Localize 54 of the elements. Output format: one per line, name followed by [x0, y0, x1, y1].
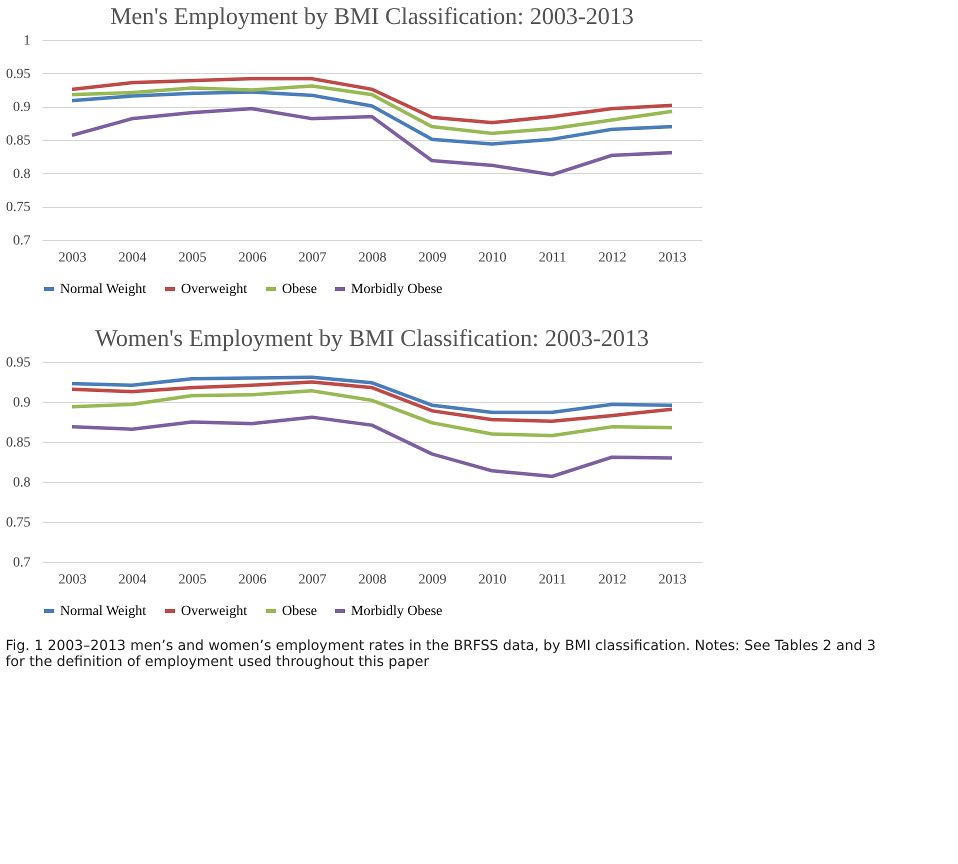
x-tick-label: 2012 — [598, 250, 626, 266]
y-tick-label: 0.8 — [13, 166, 30, 182]
caption: Fig. 1 2003–2013 men’s and women’s employment rates in the BRFSS data, by BMI classification. Notes: See Tables 2 and 3 for the definition of employment used throughout this paper — [6, 638, 876, 670]
y-tick-label: 0.75 — [6, 516, 30, 530]
line-series — [70, 90, 674, 146]
legend-label: Morbidly Obese — [351, 604, 442, 619]
line-series — [70, 106, 674, 176]
y-tick-label: 0.9 — [13, 100, 30, 116]
x-tick-label: 2009 — [418, 572, 446, 588]
y-tick-label: 0.85 — [6, 436, 30, 450]
x-tick-label: 2008 — [358, 250, 386, 266]
legend-label: Normal Weight — [60, 604, 146, 619]
y-tick-label: 0.75 — [6, 200, 30, 216]
chart-title: Women's Employment by BMI Classification: 2003-2013 — [95, 326, 649, 352]
x-tick-label: 2009 — [418, 250, 446, 266]
x-tick-label: 2010 — [478, 250, 506, 266]
x-tick-label: 2013 — [658, 572, 686, 588]
x-tick-label: 2012 — [598, 572, 626, 588]
x-tick-label: 2006 — [238, 572, 266, 588]
x-tick-label: 2004 — [118, 250, 146, 266]
y-tick-label: 1 — [24, 34, 30, 48]
x-tick-label: 2011 — [538, 250, 566, 266]
line-series — [70, 389, 674, 438]
x-tick-label: 2006 — [238, 250, 266, 266]
legend-label: Overweight — [181, 282, 248, 297]
y-tick-label: 0.9 — [13, 396, 30, 410]
x-tick-label: 2003 — [58, 572, 86, 588]
y-tick-label: 0.95 — [6, 66, 30, 82]
legend-label: Obese — [282, 282, 317, 297]
y-tick-label: 0.95 — [6, 356, 30, 370]
y-tick-label: 0.7 — [13, 234, 30, 248]
legend-label: Morbidly Obese — [351, 282, 442, 297]
x-tick-label: 2013 — [658, 250, 686, 266]
x-tick-label: 2005 — [178, 250, 206, 266]
x-tick-label: 2004 — [118, 572, 146, 588]
x-tick-label: 2010 — [478, 572, 506, 588]
x-tick-label: 2008 — [358, 572, 386, 588]
line-series — [70, 415, 674, 478]
y-tick-label: 0.8 — [13, 476, 30, 490]
line-series — [70, 375, 674, 414]
x-tick-label: 2003 — [58, 250, 86, 266]
legend-label: Overweight — [181, 604, 248, 619]
y-tick-label: 0.85 — [6, 134, 30, 148]
x-tick-label: 2011 — [538, 572, 566, 588]
legend-label: Normal Weight — [60, 282, 146, 297]
y-tick-label: 0.7 — [13, 556, 30, 570]
chart-title: Men's Employment by BMI Classification: 2003-2013 — [110, 4, 634, 30]
line-series — [70, 76, 674, 124]
line-series — [70, 380, 674, 423]
x-tick-label: 2005 — [178, 572, 206, 588]
line-series — [70, 84, 674, 136]
legend-label: Obese — [282, 604, 317, 619]
x-tick-label: 2007 — [298, 572, 326, 588]
x-tick-label: 2007 — [298, 250, 326, 266]
